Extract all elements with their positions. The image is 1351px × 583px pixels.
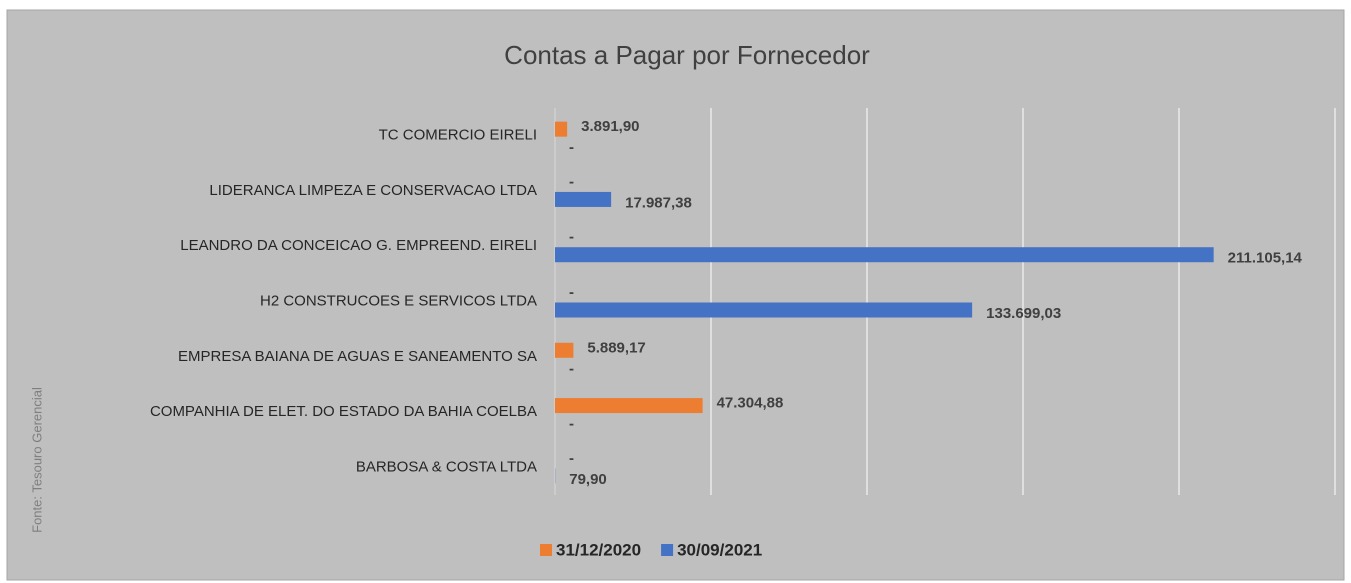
data-label: 79,90 <box>569 471 607 488</box>
y-tick-label: BARBOSA & COSTA LTDA <box>356 458 537 475</box>
data-label: - <box>569 139 574 156</box>
data-label: - <box>569 450 574 467</box>
y-tick-label: TC COMERCIO EIRELI <box>379 127 537 144</box>
data-label: 5.889,17 <box>587 339 645 356</box>
data-label: 17.987,38 <box>625 194 692 211</box>
legend-swatch <box>661 544 674 556</box>
bar <box>555 342 574 358</box>
legend-label: 31/12/2020 <box>556 540 641 559</box>
data-label: 133.699,03 <box>986 305 1061 322</box>
chart-title: Contas a Pagar por Fornecedor <box>504 40 870 70</box>
data-label: - <box>569 360 574 377</box>
bar <box>555 398 703 414</box>
legend-swatch <box>540 544 552 556</box>
legend-label: 30/09/2021 <box>677 540 762 559</box>
data-label: 3.891,90 <box>581 118 639 135</box>
data-label: 211.105,14 <box>1228 250 1303 267</box>
data-label: - <box>569 416 574 433</box>
source-note: Fonte: Tesouro Gerencial <box>29 387 44 533</box>
data-label: 47.304,88 <box>717 395 784 412</box>
y-tick-label: LEANDRO DA CONCEICAO G. EMPREEND. EIRELI <box>180 237 537 254</box>
bar <box>555 302 973 318</box>
data-label: - <box>569 284 574 301</box>
y-tick-label: EMPRESA BAIANA DE AGUAS E SANEAMENTO SA <box>178 348 537 365</box>
y-tick-label: COMPANHIA DE ELET. DO ESTADO DA BAHIA CO… <box>150 403 537 420</box>
chart-background <box>6 9 1345 581</box>
bar <box>555 191 612 207</box>
data-label: - <box>569 229 574 246</box>
y-tick-label: H2 CONSTRUCOES E SERVICOS LTDA <box>260 292 537 309</box>
bar <box>555 247 1214 263</box>
y-tick-label: LIDERANCA LIMPEZA E CONSERVACAO LTDA <box>209 182 537 199</box>
bar <box>555 121 568 137</box>
data-label: - <box>569 173 574 190</box>
